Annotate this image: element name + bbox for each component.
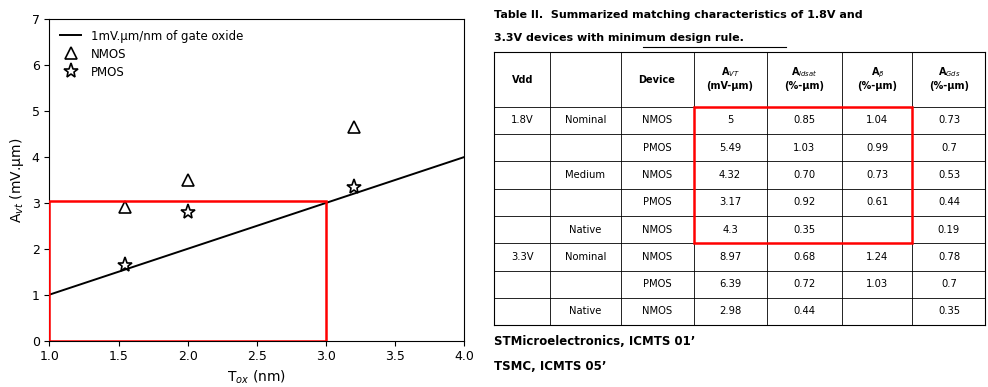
Text: A$_{VT}$: A$_{VT}$ <box>720 66 739 79</box>
Text: 1.04: 1.04 <box>866 115 888 125</box>
Bar <box>49 200 326 341</box>
Text: 5: 5 <box>727 115 733 125</box>
Text: Device: Device <box>638 75 676 84</box>
Text: 3.3V devices with minimum design rule.: 3.3V devices with minimum design rule. <box>494 33 744 43</box>
Text: Native: Native <box>569 307 602 317</box>
Text: 0.7: 0.7 <box>941 279 957 289</box>
Text: NMOS: NMOS <box>642 115 672 125</box>
Legend: 1mV.μm/nm of gate oxide, NMOS, PMOS: 1mV.μm/nm of gate oxide, NMOS, PMOS <box>55 25 248 83</box>
Text: Medium: Medium <box>565 170 606 180</box>
Text: 3.17: 3.17 <box>719 197 741 207</box>
PMOS <box>348 185 360 189</box>
Text: 0.99: 0.99 <box>866 143 888 153</box>
Text: 6.39: 6.39 <box>719 279 741 289</box>
Text: 0.78: 0.78 <box>938 252 960 262</box>
Text: (%-μm): (%-μm) <box>858 82 897 91</box>
Y-axis label: A$_{vt}$ (mV.μm): A$_{vt}$ (mV.μm) <box>8 137 26 223</box>
Text: NMOS: NMOS <box>642 307 672 317</box>
Text: 0.85: 0.85 <box>793 115 815 125</box>
Text: PMOS: PMOS <box>643 279 671 289</box>
Text: (mV-μm): (mV-μm) <box>706 82 754 91</box>
Text: Nominal: Nominal <box>565 115 606 125</box>
PMOS <box>120 262 131 267</box>
Text: 1.03: 1.03 <box>866 279 888 289</box>
Text: 1.8V: 1.8V <box>511 115 534 125</box>
Text: 2.98: 2.98 <box>719 307 741 317</box>
Text: Table II.  Summarized matching characteristics of 1.8V and: Table II. Summarized matching characteri… <box>494 10 863 20</box>
Text: 0.35: 0.35 <box>793 224 815 235</box>
Line: NMOS: NMOS <box>120 122 360 213</box>
Text: Vdd: Vdd <box>512 75 533 84</box>
Text: 0.68: 0.68 <box>793 252 815 262</box>
Line: PMOS: PMOS <box>118 179 362 272</box>
Text: 0.7: 0.7 <box>941 143 957 153</box>
Text: PMOS: PMOS <box>643 143 671 153</box>
Text: Nominal: Nominal <box>565 252 606 262</box>
Text: 8.97: 8.97 <box>719 252 741 262</box>
X-axis label: T$_{ox}$ (nm): T$_{ox}$ (nm) <box>227 369 287 386</box>
Text: 1.24: 1.24 <box>866 252 888 262</box>
Text: 0.44: 0.44 <box>793 307 815 317</box>
Text: 4.32: 4.32 <box>719 170 741 180</box>
PMOS <box>182 210 194 214</box>
Text: NMOS: NMOS <box>642 224 672 235</box>
NMOS <box>182 178 194 182</box>
Text: 0.73: 0.73 <box>866 170 888 180</box>
Text: STMicroelectronics, ICMTS 01’: STMicroelectronics, ICMTS 01’ <box>494 335 696 348</box>
Text: (%-μm): (%-μm) <box>784 82 824 91</box>
Text: 0.61: 0.61 <box>866 197 888 207</box>
NMOS <box>120 205 131 210</box>
Bar <box>694 107 913 243</box>
Text: 0.72: 0.72 <box>793 279 815 289</box>
Text: 3.3V: 3.3V <box>511 252 534 262</box>
Text: Native: Native <box>569 224 602 235</box>
Text: 4.3: 4.3 <box>722 224 738 235</box>
Text: 0.35: 0.35 <box>938 307 960 317</box>
Text: A$_{Gds}$: A$_{Gds}$ <box>938 66 960 79</box>
Text: NMOS: NMOS <box>642 252 672 262</box>
Text: (%-μm): (%-μm) <box>929 82 969 91</box>
Text: A$_{\beta}$: A$_{\beta}$ <box>870 65 884 80</box>
Text: 0.44: 0.44 <box>938 197 960 207</box>
Text: A$_{Idsat}$: A$_{Idsat}$ <box>791 66 818 79</box>
Text: TSMC, ICMTS 05’: TSMC, ICMTS 05’ <box>494 360 607 373</box>
Text: PMOS: PMOS <box>643 197 671 207</box>
Text: 0.19: 0.19 <box>938 224 960 235</box>
Text: 0.53: 0.53 <box>938 170 960 180</box>
Text: 1.03: 1.03 <box>793 143 815 153</box>
Text: 0.73: 0.73 <box>938 115 960 125</box>
Text: 0.92: 0.92 <box>793 197 815 207</box>
Text: 5.49: 5.49 <box>719 143 741 153</box>
NMOS <box>348 125 360 130</box>
Text: 0.70: 0.70 <box>793 170 815 180</box>
Text: NMOS: NMOS <box>642 170 672 180</box>
